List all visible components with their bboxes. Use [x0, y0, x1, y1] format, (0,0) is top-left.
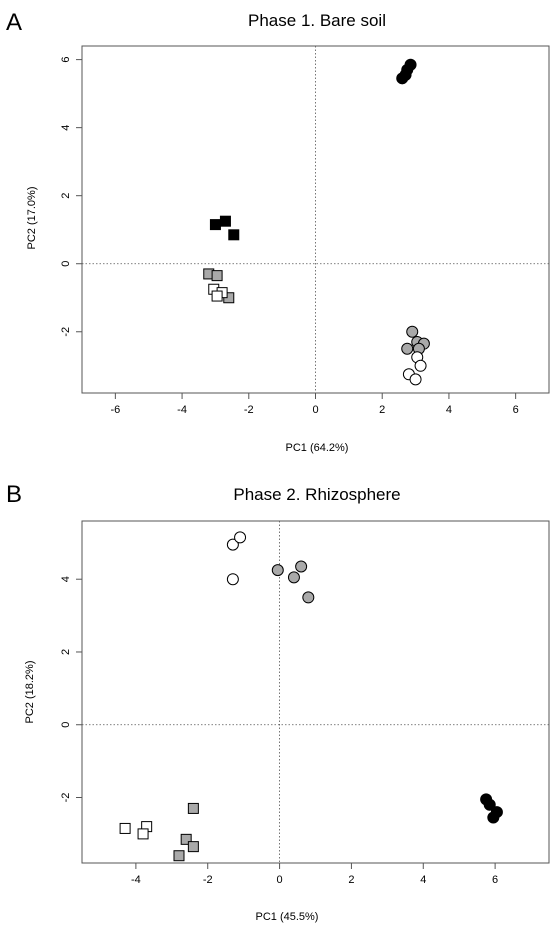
data-point-square — [211, 290, 223, 302]
data-point-circle — [302, 591, 315, 604]
y-axis-label: PC2 (18.2%) — [24, 661, 36, 724]
chart-title: Phase 2. Rhizosphere — [233, 485, 400, 504]
x-tick-label: 4 — [420, 874, 426, 886]
panel-a: A Phase 1. Bare soil PC1 (64.2%) PC2 (17… — [6, 9, 550, 454]
y-tick-label: 2 — [60, 193, 72, 199]
y-tick-label: -2 — [60, 793, 72, 803]
panel-letter: B — [6, 481, 22, 508]
x-axis-label: PC1 (64.2%) — [286, 442, 349, 454]
x-tick-label: -4 — [177, 404, 187, 416]
chart-title: Phase 1. Bare soil — [248, 11, 386, 30]
x-tick-label: 2 — [379, 404, 385, 416]
data-point-square — [180, 833, 192, 845]
data-point-square — [219, 215, 231, 227]
data-point-circle — [406, 325, 419, 338]
x-tick-label: 4 — [446, 404, 452, 416]
data-point-circle — [409, 373, 422, 386]
data-point-square — [119, 822, 131, 834]
data-point-circle — [396, 72, 409, 85]
x-tick-label: -4 — [131, 874, 141, 886]
data-point-circle — [271, 564, 284, 577]
y-tick-label: 0 — [60, 722, 72, 728]
x-tick-label: -6 — [110, 404, 120, 416]
plot-frame — [81, 520, 550, 864]
data-point-circle — [487, 811, 500, 824]
x-axis-label: PC1 (45.5%) — [256, 911, 319, 923]
data-point-circle — [287, 571, 300, 584]
data-point-circle — [226, 573, 239, 586]
y-tick-label: 4 — [60, 125, 72, 131]
data-point-square — [211, 270, 223, 282]
data-point-square — [137, 828, 149, 840]
x-tick-label: -2 — [203, 874, 213, 886]
panel-letter: A — [6, 9, 22, 36]
y-tick-label: 6 — [60, 57, 72, 63]
x-tick-label: 0 — [277, 874, 283, 886]
x-tick-label: -2 — [244, 404, 254, 416]
plot-area: -4 -2 0 2 4 6 -2 0 2 4 — [60, 520, 550, 886]
x-tick-label: 6 — [513, 404, 519, 416]
panel-b: B Phase 2. Rhizosphere PC1 (45.5%) PC2 (… — [6, 481, 550, 923]
y-axis-label: PC2 (17.0%) — [26, 187, 38, 250]
x-tick-label: 6 — [492, 874, 498, 886]
data-point-circle — [414, 359, 427, 372]
y-tick-label: 4 — [60, 576, 72, 582]
data-point-square — [228, 229, 240, 241]
data-point-circle — [226, 538, 239, 551]
x-tick-label: 0 — [312, 404, 318, 416]
data-point-square — [187, 802, 199, 814]
x-tick-label: 2 — [348, 874, 354, 886]
plot-area: -6 -4 -2 0 2 4 6 -2 0 2 4 6 — [60, 45, 550, 416]
y-tick-label: -2 — [60, 327, 72, 337]
data-point-circle — [234, 531, 247, 544]
data-point-square — [173, 850, 185, 862]
y-tick-label: 2 — [60, 649, 72, 655]
data-point-circle — [295, 560, 308, 573]
data-point-square — [209, 219, 221, 231]
y-tick-label: 0 — [60, 261, 72, 267]
data-point-square — [187, 841, 199, 853]
data-point-circle — [401, 342, 414, 355]
data-point-circle — [483, 798, 496, 811]
